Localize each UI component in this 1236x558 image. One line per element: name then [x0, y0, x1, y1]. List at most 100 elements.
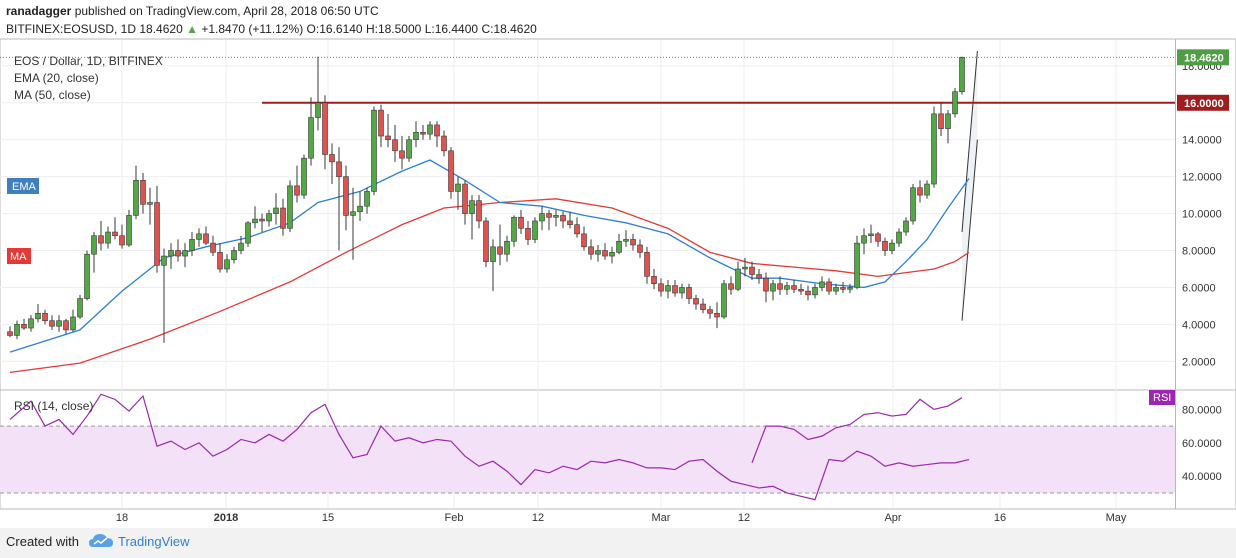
candle-body-down — [21, 324, 27, 329]
candle — [826, 278, 832, 295]
candle-body-up — [455, 183, 461, 192]
price-chart[interactable]: 2.0000 4.0000 6.0000 8.0000 10.0000 12.0000 14… — [0, 0, 1236, 528]
price-tick-label: 6.0000 — [1182, 282, 1216, 294]
candle-body-up — [245, 222, 251, 244]
rsi-axis[interactable]: 40.0000 60.0000 80.0000 — [1182, 404, 1222, 483]
candle — [399, 136, 405, 170]
candle-body-up — [553, 215, 559, 218]
candle — [707, 305, 713, 319]
candle — [133, 165, 139, 220]
candle — [119, 224, 125, 249]
candle-body-up — [364, 191, 370, 207]
candle-body-down — [651, 276, 657, 285]
candle-body-up — [784, 285, 790, 290]
candle — [637, 239, 643, 258]
candle-body-down — [798, 288, 804, 292]
candle — [238, 235, 244, 255]
tradingview-brand-link[interactable]: TradingView — [118, 534, 190, 549]
candle — [245, 220, 251, 247]
candle — [910, 184, 916, 225]
candle-body-up — [308, 117, 314, 159]
low-value: 16.4400 — [434, 22, 479, 36]
candle-body-up — [357, 205, 363, 213]
candle-body-up — [665, 285, 671, 292]
candle-body-down — [63, 320, 69, 331]
candle — [224, 254, 230, 273]
candle-body-up — [126, 215, 132, 246]
candle-body-up — [868, 233, 874, 237]
price-axis[interactable]: 2.0000 4.0000 6.0000 8.0000 10.0000 12.0000 14… — [1182, 61, 1222, 368]
candle — [7, 326, 13, 338]
candle — [784, 281, 790, 295]
candle-body-up — [273, 207, 279, 214]
candle-body-down — [581, 233, 587, 248]
legend-ema: EMA (20, close) — [14, 71, 99, 85]
candle — [462, 180, 468, 225]
time-axis[interactable]: 18 2018 15 Feb 12 Mar 12 Apr 16 May — [116, 512, 1127, 524]
candle-body-down — [658, 283, 664, 292]
candle — [231, 246, 237, 264]
candle — [700, 298, 706, 314]
publish-text: published on TradingView.com, April 28, … — [74, 4, 379, 18]
time-tick-label: 15 — [322, 512, 334, 524]
candle — [413, 121, 419, 148]
tradingview-cloud-icon[interactable] — [88, 532, 114, 550]
candle-body-down — [7, 331, 13, 336]
candle — [21, 318, 27, 330]
rsi-pane-border — [0, 389, 1236, 510]
close-label: C: — [481, 22, 494, 36]
candle-body-down — [98, 235, 104, 244]
price-pane-border — [0, 38, 1236, 391]
candle — [511, 215, 517, 247]
time-tick-label: 16 — [994, 512, 1006, 524]
candle — [56, 315, 62, 332]
candle — [210, 235, 216, 257]
candle-body-down — [700, 303, 706, 310]
candle-body-down — [693, 298, 699, 305]
candle — [532, 217, 538, 244]
candle-body-down — [917, 187, 923, 196]
candle — [252, 206, 258, 229]
candle — [329, 143, 335, 185]
time-tick-label: Mar — [652, 512, 671, 524]
candle — [889, 239, 895, 255]
time-tick-label: 12 — [532, 512, 544, 524]
candle — [812, 283, 818, 299]
candle-body-up — [931, 113, 937, 185]
candle — [168, 243, 174, 269]
candle-body-down — [448, 150, 454, 192]
candle — [308, 97, 314, 166]
candle — [609, 246, 615, 264]
candle-body-down — [588, 246, 594, 255]
candle — [364, 187, 370, 214]
candle — [357, 191, 363, 221]
candle-body-down — [728, 283, 734, 290]
candle — [847, 283, 853, 293]
candle — [896, 228, 902, 247]
legend-ma: MA (50, close) — [14, 88, 91, 102]
candle — [469, 195, 475, 240]
candle-body-up — [196, 233, 202, 240]
candle-body-up — [133, 180, 139, 216]
ascending-channel[interactable] — [961, 51, 978, 321]
created-with-label: Created with — [6, 534, 79, 549]
candle — [567, 211, 573, 229]
candle — [546, 209, 552, 231]
rsi-tag-box — [1149, 390, 1175, 405]
price-tick-label: 8.0000 — [1182, 246, 1216, 258]
candle — [623, 230, 629, 247]
candle-body-up — [595, 250, 601, 255]
candle — [791, 280, 797, 293]
candle — [644, 246, 650, 284]
candle-body-up — [147, 202, 153, 205]
candle — [952, 88, 958, 118]
candle — [882, 237, 888, 257]
candle — [679, 283, 685, 299]
resistance-tag: 16.0000 — [1184, 98, 1224, 110]
candle — [714, 302, 720, 329]
candle-body-down — [714, 312, 720, 318]
candle — [574, 217, 580, 238]
author-name[interactable]: ranadagger — [6, 4, 72, 18]
candle — [392, 124, 398, 162]
candle — [203, 226, 209, 245]
